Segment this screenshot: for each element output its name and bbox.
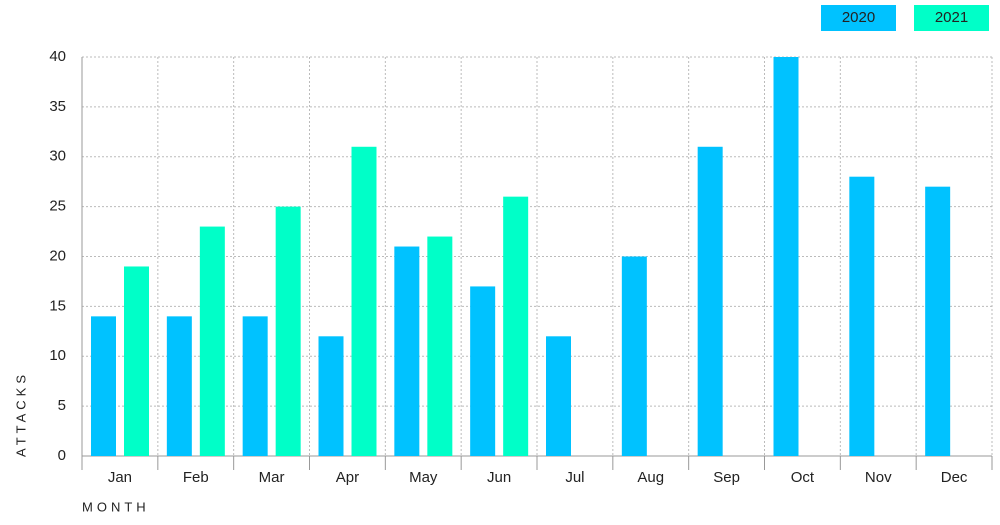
- x-tick-label: Mar: [259, 469, 285, 486]
- x-tick-label: Aug: [637, 469, 664, 486]
- x-tick-label: Oct: [791, 469, 815, 486]
- bar: [166, 316, 192, 456]
- y-tick-label: 40: [49, 48, 66, 65]
- y-tick-label: 15: [49, 297, 66, 314]
- bar: [318, 336, 344, 456]
- bar: [124, 266, 149, 456]
- x-tick-label: Jun: [487, 469, 511, 486]
- bar: [773, 57, 799, 456]
- y-tick-label: 10: [49, 347, 66, 364]
- y-tick-label: 0: [58, 447, 66, 464]
- x-tick-label: Nov: [865, 469, 892, 486]
- y-tick-label: 35: [49, 98, 66, 115]
- x-tick-label: Dec: [941, 469, 968, 486]
- x-tick-label: May: [409, 469, 438, 486]
- bar: [199, 226, 225, 456]
- bar: [546, 336, 571, 456]
- bar: [242, 316, 268, 456]
- bar: [91, 316, 116, 456]
- y-axis-title: ATTACKS: [13, 371, 28, 457]
- legend-label: 2020: [842, 9, 875, 26]
- x-axis-title: MONTH: [82, 499, 150, 514]
- x-tick-label: Jul: [565, 469, 584, 486]
- x-tick-label: Apr: [336, 469, 359, 486]
- y-tick-label: 30: [49, 148, 66, 165]
- x-tick-label: Feb: [183, 469, 209, 486]
- bar: [470, 286, 496, 456]
- x-tick-label: Sep: [713, 469, 740, 486]
- y-tick-label: 5: [58, 397, 66, 414]
- legend-swatch: [914, 5, 989, 31]
- bar: [351, 146, 377, 456]
- x-tick-label: Jan: [108, 469, 132, 486]
- bar: [394, 246, 420, 456]
- y-tick-label: 25: [49, 198, 66, 215]
- bar: [925, 186, 951, 457]
- legend-swatch: [821, 5, 896, 31]
- bar: [697, 146, 723, 456]
- bar: [427, 236, 453, 456]
- bar: [275, 206, 301, 456]
- y-tick-label: 20: [49, 247, 66, 264]
- bar: [503, 196, 529, 456]
- bar: [621, 256, 647, 456]
- bar: [849, 176, 875, 456]
- legend-label: 2021: [935, 9, 968, 26]
